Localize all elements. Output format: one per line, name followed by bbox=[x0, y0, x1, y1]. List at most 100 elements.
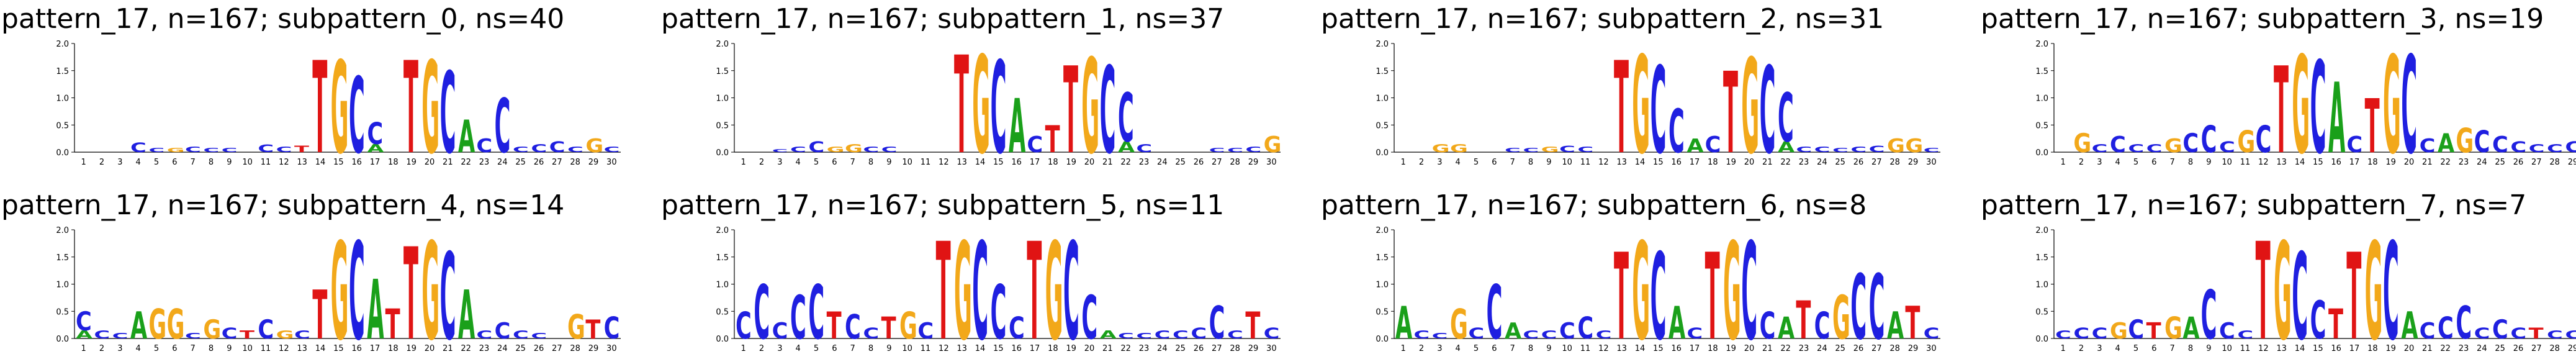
x-tick-label: 7 bbox=[2170, 158, 2175, 167]
x-tick-label: 2 bbox=[99, 344, 104, 353]
x-tick-label: 22 bbox=[1780, 158, 1791, 167]
x-tick-label: 15 bbox=[993, 158, 1004, 167]
y-tick-label: 2.0 bbox=[56, 226, 69, 235]
x-tick-label: 6 bbox=[1492, 344, 1497, 353]
logo-letter-c: C bbox=[130, 140, 146, 155]
x-tick-label: 29 bbox=[588, 158, 599, 167]
logo-letter-g: G bbox=[276, 328, 294, 341]
x-tick-label: 17 bbox=[1690, 158, 1700, 167]
x-tick-label: 30 bbox=[606, 158, 617, 167]
x-tick-label: 6 bbox=[832, 344, 837, 353]
x-tick-label: 2 bbox=[2079, 344, 2084, 353]
logo-panel-5: pattern_17, n=167; subpattern_5, ns=11 0.… bbox=[661, 189, 1281, 354]
y-tick-label: 2.0 bbox=[1376, 40, 1389, 49]
x-tick-label: 21 bbox=[1762, 158, 1773, 167]
x-tick-label: 19 bbox=[406, 158, 417, 167]
logo-letter-c: C bbox=[1191, 325, 1207, 343]
x-tick-label: 24 bbox=[1157, 344, 1168, 353]
x-tick-label: 14 bbox=[1635, 158, 1646, 167]
logo-letter-c: C bbox=[1264, 325, 1280, 343]
x-tick-label: 16 bbox=[351, 344, 362, 353]
logo-letter-a: A bbox=[1778, 311, 1795, 346]
x-tick-label: 21 bbox=[1762, 344, 1773, 353]
logo-letter-c: C bbox=[1468, 325, 1484, 343]
x-tick-label: 21 bbox=[1102, 344, 1113, 353]
x-tick-label: 13 bbox=[2276, 158, 2287, 167]
logo-letter-t: T bbox=[827, 304, 842, 348]
logo-letter-c: C bbox=[1173, 328, 1189, 341]
logo-letter-c: C bbox=[440, 228, 456, 354]
logo-letter-c: C bbox=[604, 146, 620, 155]
x-tick-label: 20 bbox=[2404, 344, 2415, 353]
logo-letter-a: A bbox=[1778, 139, 1795, 157]
x-tick-label: 16 bbox=[351, 158, 362, 167]
logo-letter-c: C bbox=[1100, 42, 1116, 181]
logo-letter-c: C bbox=[1136, 332, 1152, 341]
x-tick-label: 14 bbox=[2295, 158, 2305, 167]
logo-letter-c: C bbox=[2073, 325, 2089, 343]
x-tick-label: 1 bbox=[741, 344, 746, 353]
x-tick-label: 28 bbox=[1889, 344, 1900, 353]
logo-letter-c: C bbox=[1559, 319, 1575, 344]
logo-letter-g: G bbox=[421, 35, 439, 183]
logo-letter-t: T bbox=[2146, 319, 2162, 344]
x-tick-label: 29 bbox=[588, 344, 599, 353]
x-tick-label: 9 bbox=[2206, 158, 2211, 167]
logo-letter-t: T bbox=[954, 29, 969, 184]
logo-letter-t: T bbox=[2274, 42, 2289, 181]
logo-letter-a: A bbox=[1505, 319, 1522, 344]
logo-letter-t: T bbox=[2529, 325, 2544, 343]
x-tick-label: 3 bbox=[1437, 158, 1442, 167]
x-tick-label: 13 bbox=[2276, 344, 2287, 353]
x-tick-label: 29 bbox=[2568, 344, 2576, 353]
panel-title: pattern_17, n=167; subpattern_4, ns=14 bbox=[1, 189, 564, 221]
x-tick-label: 4 bbox=[1456, 158, 1461, 167]
logo-letter-c: C bbox=[1778, 79, 1794, 157]
x-tick-label: 23 bbox=[1799, 344, 1809, 353]
x-tick-label: 2 bbox=[99, 158, 104, 167]
panel-title: pattern_17, n=167; subpattern_6, ns=8 bbox=[1321, 189, 1867, 221]
x-tick-label: 16 bbox=[1671, 158, 1682, 167]
logo-panel-1: pattern_17, n=167; subpattern_1, ns=37 0.… bbox=[661, 3, 1282, 184]
x-tick-label: 29 bbox=[1248, 158, 1259, 167]
logo-letter-c: C bbox=[2292, 228, 2308, 354]
y-tick-label: 1.5 bbox=[716, 67, 729, 76]
x-tick-label: 3 bbox=[2097, 344, 2102, 353]
x-tick-label: 25 bbox=[1175, 158, 1186, 167]
logo-letter-c: C bbox=[440, 48, 456, 179]
logo-letter-t: T bbox=[312, 35, 327, 183]
x-tick-label: 4 bbox=[136, 344, 141, 353]
logo-letter-g: G bbox=[1450, 142, 1468, 155]
y-tick-label: 0.5 bbox=[716, 121, 729, 130]
x-tick-label: 17 bbox=[1030, 344, 1040, 353]
x-tick-label: 24 bbox=[2477, 344, 2487, 353]
x-tick-label: 2 bbox=[759, 344, 764, 353]
logo-letter-c: C bbox=[736, 304, 752, 348]
x-tick-label: 3 bbox=[1437, 344, 1442, 353]
logo-letter-c: C bbox=[1081, 284, 1097, 353]
logo-letter-c: C bbox=[513, 328, 529, 341]
x-tick-label: 8 bbox=[868, 158, 873, 167]
logo-letter-a: A bbox=[458, 111, 475, 163]
y-tick-label: 2.0 bbox=[2035, 40, 2048, 49]
logo-letter-g: G bbox=[2292, 29, 2310, 184]
x-tick-label: 28 bbox=[570, 344, 580, 353]
logo-letter-g: G bbox=[1264, 132, 1282, 158]
logo-letter-c: C bbox=[1924, 147, 1940, 153]
x-tick-label: 25 bbox=[1175, 344, 1186, 353]
x-tick-label: 26 bbox=[1853, 344, 1864, 353]
y-tick-label: 1.5 bbox=[56, 67, 69, 76]
x-tick-label: 25 bbox=[515, 344, 526, 353]
logo-letter-c: C bbox=[549, 139, 565, 157]
logo-letter-c: C bbox=[1413, 328, 1430, 341]
logo-letter-c: C bbox=[2256, 117, 2272, 161]
logo-letter-g: G bbox=[972, 29, 990, 184]
x-tick-label: 24 bbox=[497, 158, 508, 167]
y-tick-label: 1.0 bbox=[2035, 94, 2048, 104]
logo-letter-c: C bbox=[2565, 139, 2576, 157]
logo-letter-c: C bbox=[863, 325, 879, 343]
logo-letter-c: C bbox=[222, 147, 238, 153]
logo-letter-c: C bbox=[1063, 216, 1079, 354]
y-tick-label: 0.5 bbox=[1376, 121, 1389, 130]
logo-letter-g: G bbox=[1832, 284, 1850, 353]
